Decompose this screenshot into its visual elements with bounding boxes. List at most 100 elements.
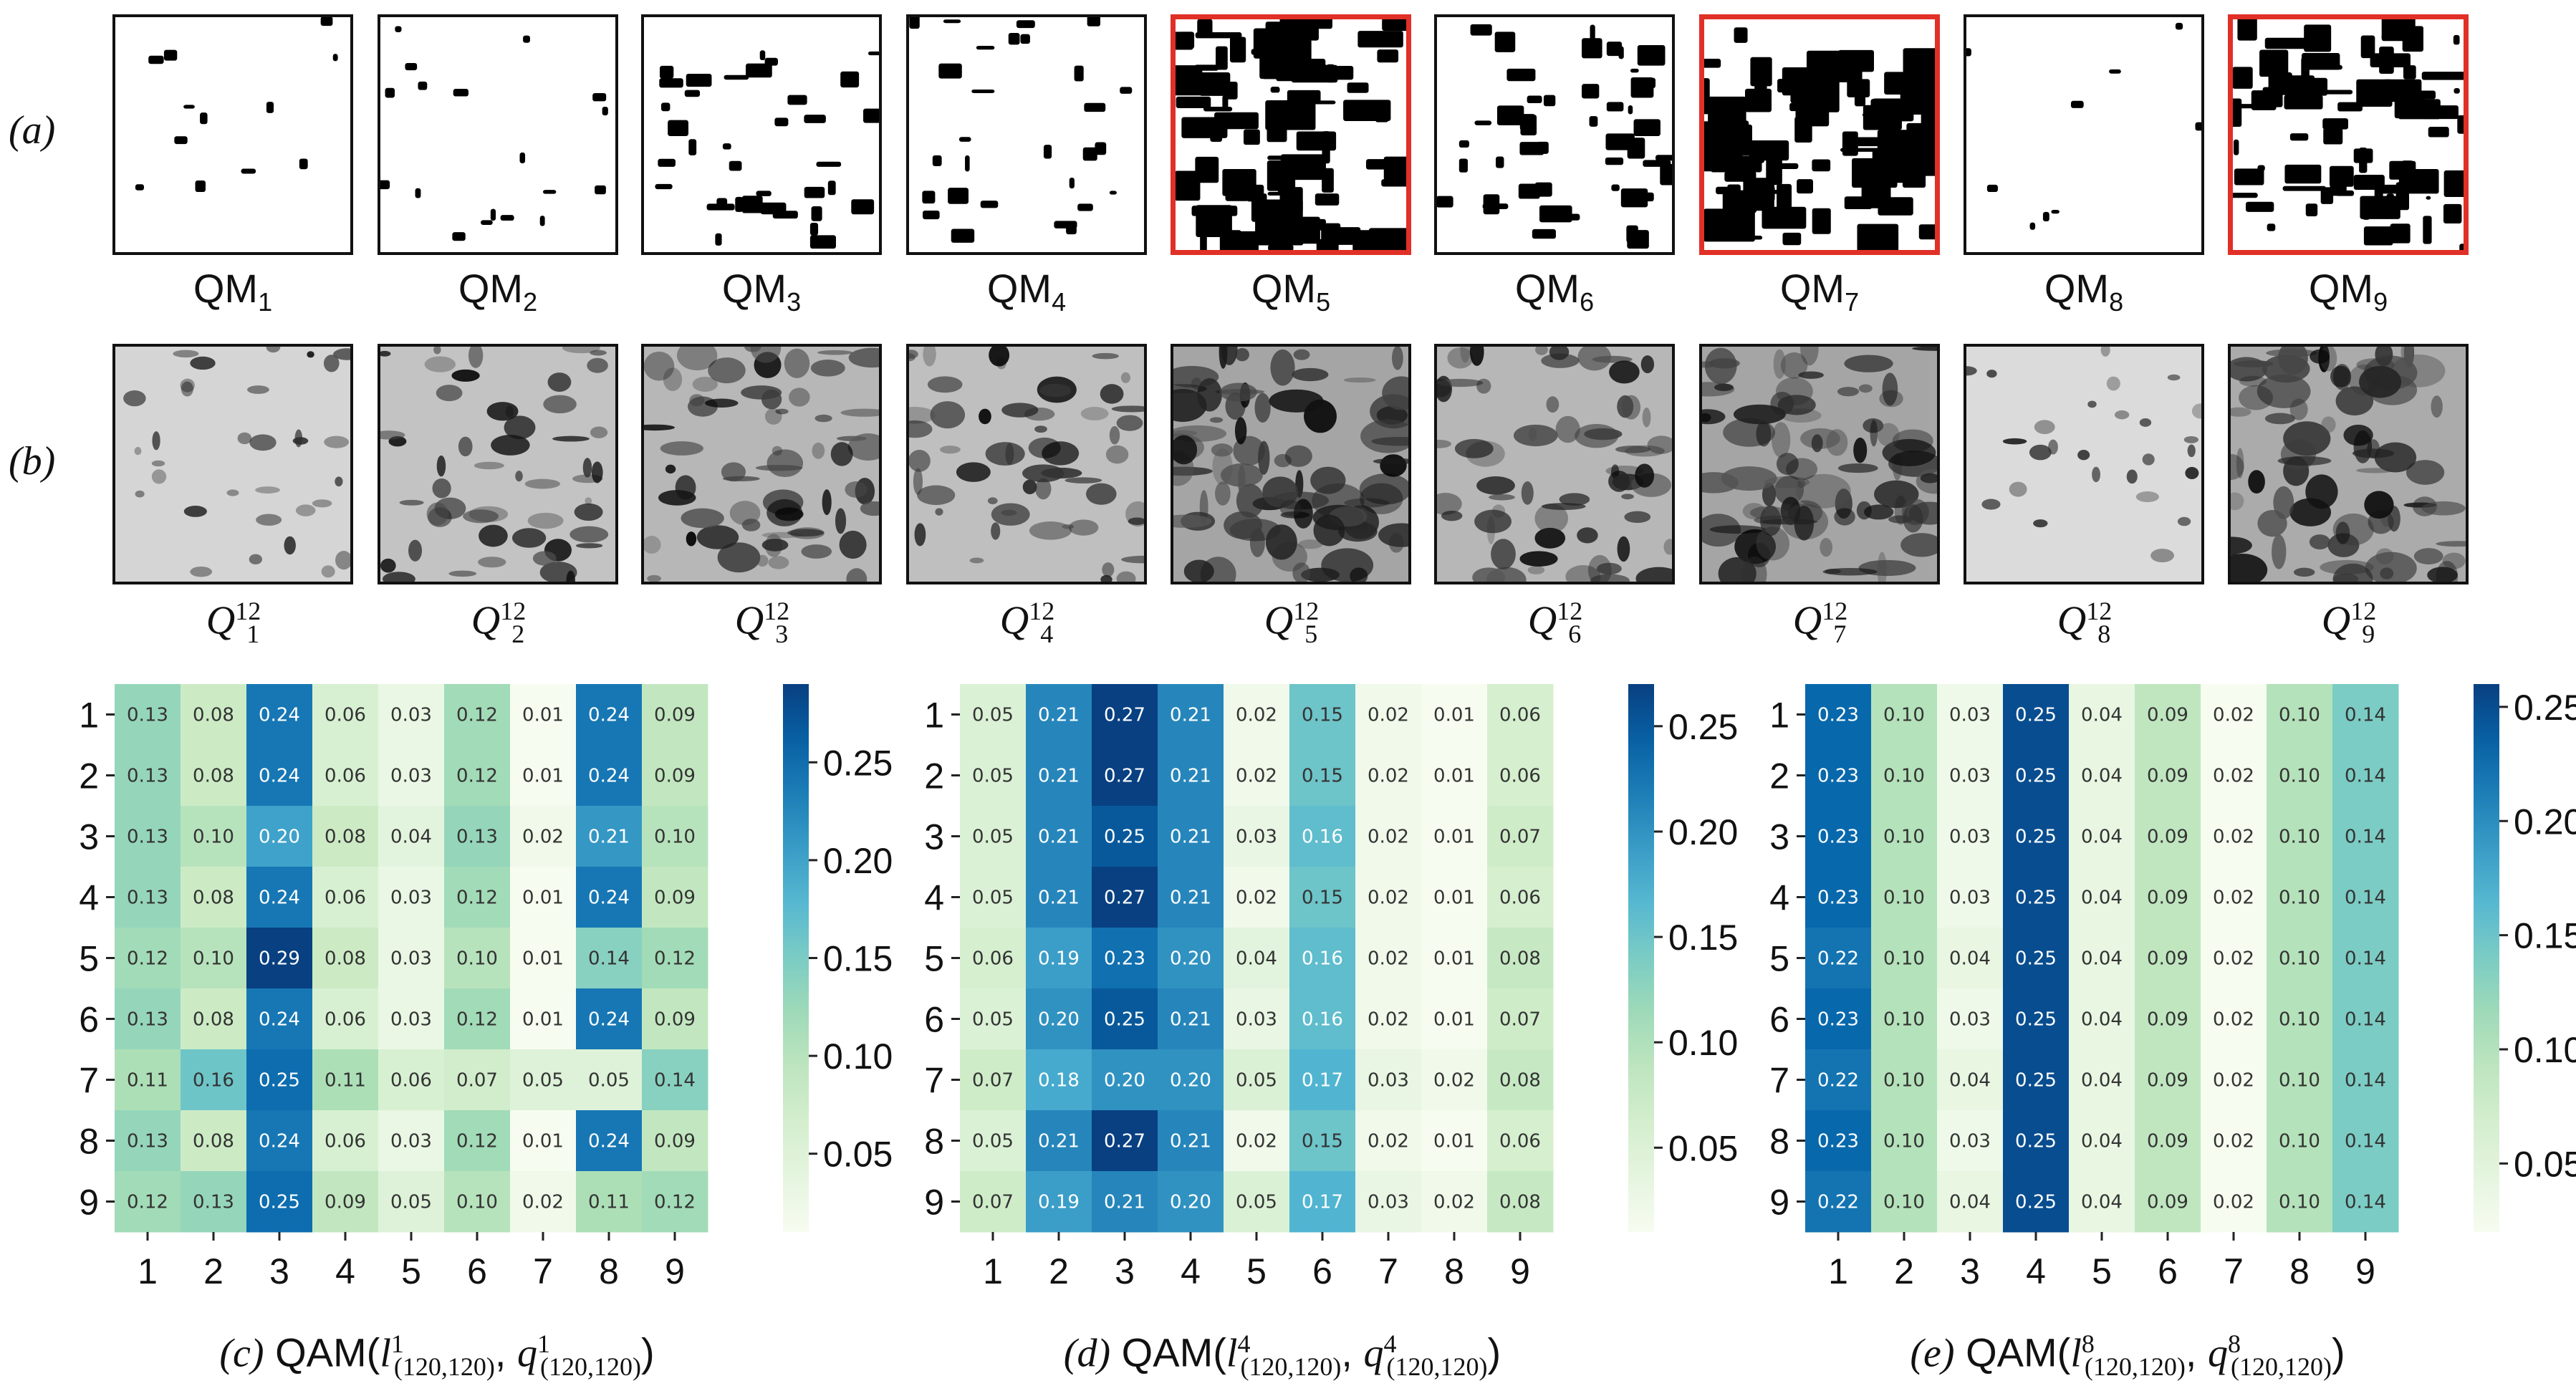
grayscale-blob [708, 357, 746, 384]
cell-value-label: 0.09 [654, 887, 696, 909]
x-tick-label: 6 [467, 1251, 487, 1291]
cell-value-label: 0.09 [2147, 948, 2188, 970]
heatmap-cell [1224, 988, 1290, 1050]
grayscale-blob [1215, 481, 1231, 506]
grayscale-blob [333, 348, 350, 360]
cell-value-label: 0.19 [1038, 948, 1080, 970]
grayscale-blob [1173, 389, 1207, 422]
cell-value-label: 0.21 [1038, 827, 1080, 848]
grayscale-blob [255, 486, 280, 494]
grayscale-blob [1786, 458, 1818, 481]
heatmap-cell [960, 806, 1027, 867]
cell-value-label: 0.01 [522, 1131, 564, 1152]
cell-value-label: 0.04 [1236, 948, 1277, 970]
cell-value-label: 0.06 [1499, 887, 1541, 909]
grayscale-blob [1121, 555, 1144, 564]
grayscale-blob [1460, 347, 1471, 363]
grayscale-map-8 [1964, 344, 2204, 584]
colorbar [783, 684, 809, 1232]
grayscale-blob [812, 442, 825, 459]
cell-value-label: 0.13 [193, 1192, 234, 1213]
heatmap-cell [960, 1049, 1027, 1111]
heatmap-cell [1421, 806, 1488, 867]
grayscale-blob [2150, 549, 2174, 563]
grayscale-map-3 [641, 344, 882, 584]
grayscale-blob [295, 504, 316, 516]
cell-value-label: 0.10 [1883, 827, 1925, 848]
grayscale-blob [451, 369, 480, 382]
y-tick-label: 4 [924, 878, 944, 918]
binary-blob [1812, 208, 1831, 234]
heatmap-cell [246, 1110, 313, 1172]
cell-value-label: 0.24 [588, 887, 630, 909]
heatmap-cell [1487, 1171, 1554, 1233]
binary-blob [1734, 27, 1748, 43]
heatmap-cell [1158, 928, 1224, 989]
grayscale-blob [766, 499, 803, 526]
grayscale-blob [755, 464, 803, 471]
y-tick-label: 7 [924, 1061, 944, 1101]
grayscale-blob [1577, 527, 1598, 544]
cell-value-label: 0.02 [1236, 1131, 1277, 1152]
row-label-b: (b) [9, 439, 56, 483]
grayscale-blob [1844, 355, 1893, 372]
grayscale-blob [1344, 498, 1390, 508]
binary-blob [163, 49, 178, 61]
binary-blob [1906, 122, 1935, 157]
cell-value-label: 0.05 [588, 1070, 630, 1092]
heatmap-cell [1805, 684, 1872, 746]
grayscale-blob [1265, 524, 1297, 560]
heatmap-cell [510, 684, 577, 746]
q-label-1: Q121 [206, 597, 261, 648]
grayscale-blob [569, 526, 609, 543]
binary-blob [1743, 178, 1774, 211]
binary-blob [1966, 48, 1971, 57]
cell-value-label: 0.08 [1499, 1070, 1541, 1092]
grayscale-blob [1559, 493, 1590, 506]
cell-value-label: 0.01 [522, 948, 564, 970]
grayscale-blob [1986, 370, 1997, 378]
cell-value-label: 0.21 [1104, 1192, 1145, 1213]
binary-blob [1296, 131, 1337, 151]
cell-value-label: 0.03 [1949, 1131, 1991, 1152]
cell-value-label: 0.14 [2345, 948, 2386, 970]
binary-blob [1704, 78, 1710, 107]
binary-blob [1315, 193, 1340, 206]
grayscale-blob [1535, 347, 1548, 355]
heatmap-cell [1355, 745, 1422, 807]
grayscale-blob [741, 519, 761, 531]
cell-value-label: 0.09 [2147, 827, 2188, 848]
heatmap-cell [2003, 1110, 2070, 1172]
heatmap-e: 0.23 0.10 0.03 0.25 0.04 0.09 0.02 0.10 0.14 0.23… [1755, 684, 2576, 1329]
grayscale-blob [2231, 492, 2244, 511]
binary-blob [2284, 77, 2328, 96]
heatmap-cell [1158, 745, 1224, 807]
grayscale-blob [1211, 443, 1233, 457]
binary-blob [1782, 67, 1833, 96]
grayscale-blob [1262, 476, 1299, 508]
heatmap-cell [1092, 1110, 1158, 1172]
grayscale-map-6 [1434, 344, 1675, 584]
binary-blob [2426, 196, 2431, 200]
binary-blob [2383, 79, 2422, 102]
y-tick-label: 4 [1769, 878, 1789, 918]
grayscale-blob [2187, 444, 2196, 458]
grayscale-blob [1795, 473, 1851, 509]
colorbar-tick-label: 0.15 [823, 939, 893, 979]
grayscale-blob [764, 408, 782, 425]
heatmap-cell [510, 928, 577, 989]
cell-value-label: 0.20 [1170, 1192, 1211, 1213]
x-tick-label: 1 [138, 1251, 158, 1291]
heatmap-cell [576, 1171, 643, 1233]
heatmap-cell [1871, 928, 1938, 989]
grayscale-blob [2264, 413, 2295, 425]
heatmap-cell [1289, 745, 1356, 807]
binary-blob [1782, 232, 1802, 246]
cell-value-label: 0.20 [1170, 948, 1211, 970]
binary-blob [183, 105, 195, 109]
grayscale-blob [930, 401, 966, 429]
grayscale-blob [2100, 347, 2110, 357]
heatmap-cell [444, 988, 511, 1050]
heatmap-cell [1421, 1049, 1488, 1111]
grayscale-map-7 [1699, 344, 1940, 584]
